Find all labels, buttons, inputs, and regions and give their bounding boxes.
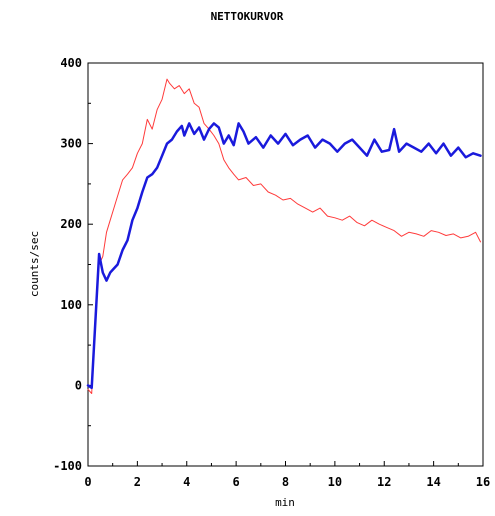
series-line-2	[86, 122, 482, 390]
y-tick-label: 100	[60, 298, 82, 312]
x-tick-label: 2	[134, 475, 141, 489]
x-tick-label: 4	[183, 475, 190, 489]
y-tick-label: 200	[60, 217, 82, 231]
x-tick-label: 8	[282, 475, 289, 489]
plot-frame	[87, 62, 484, 467]
x-axis-label: min	[275, 496, 295, 509]
x-tick-label: 10	[328, 475, 342, 489]
chart-title: NETTOKURVOR	[211, 10, 284, 23]
x-tick-label: 14	[426, 475, 440, 489]
y-tick-label: 0	[75, 378, 82, 392]
x-tick-label: 0	[84, 475, 91, 489]
y-tick-label: -100	[53, 459, 82, 473]
x-tick-label: 16	[476, 475, 490, 489]
series-line-1	[87, 78, 481, 394]
y-tick-label: 300	[60, 137, 82, 151]
y-axis-label: counts/sec	[28, 231, 41, 297]
x-tick-label: 12	[377, 475, 391, 489]
y-tick-label: 400	[60, 56, 82, 70]
x-tick-label: 6	[233, 475, 240, 489]
